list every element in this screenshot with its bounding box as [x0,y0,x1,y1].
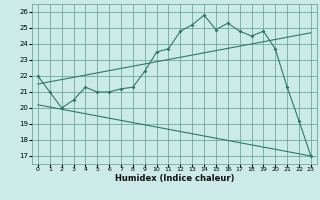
X-axis label: Humidex (Indice chaleur): Humidex (Indice chaleur) [115,174,234,183]
